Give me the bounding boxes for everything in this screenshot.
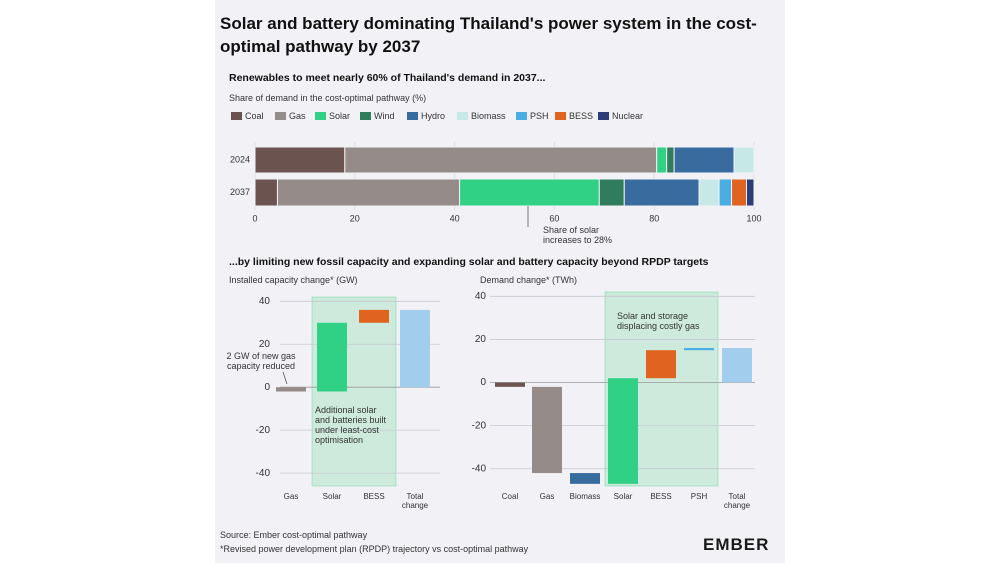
legend-swatch [457,112,468,120]
x-tick-label: Biomass [569,492,601,501]
legend-swatch [315,112,326,120]
x-tick-label: BESS [650,492,672,501]
legend-label: Wind [374,111,395,121]
y-tick-label: -20 [256,425,271,436]
x-tick-label: PSH [690,492,708,501]
bar [532,386,562,474]
legend-swatch [516,112,527,120]
y-tick-label: 0 [480,377,486,388]
legend-label: BESS [569,111,593,121]
card [215,0,785,563]
bar [646,350,676,379]
bar-segment [746,178,755,207]
legend-swatch [360,112,371,120]
bar [400,309,430,388]
legend-swatch [555,112,566,120]
bar-segment [459,178,600,207]
bar [317,322,347,392]
y-tick-label: 40 [259,296,271,307]
bar-segment [598,178,625,207]
y-tick-label: 2024 [230,154,250,164]
x-tick-label: Solar [322,492,342,501]
bar-segment [666,146,675,174]
x-tick-label: 80 [649,213,659,223]
legend-swatch [407,112,418,120]
bar [684,348,714,351]
y-tick-label: 0 [264,382,270,393]
title: Solar and battery dominating Thailand's … [220,14,757,56]
annotation: 2 GW of new gas capacity reduced [226,351,296,371]
bar-segment [344,146,658,174]
annotation-line [282,371,288,385]
y-tick-label: -40 [256,468,271,479]
bar-segment [731,178,748,207]
x-tick-label: 0 [252,213,257,223]
chart-title: Renewables to meet nearly 60% of Thailan… [229,72,546,84]
legend-label: Coal [245,111,264,121]
annotation: Share of solar increases to 28% [543,225,613,245]
bar-segment [698,178,720,207]
footnote: *Revised power development plan (RPDP) t… [220,544,529,554]
x-tick-label: 40 [450,213,460,223]
y-tick-label: 40 [475,291,487,302]
annotation: Solar and storage displacing costly gas [617,311,700,331]
x-tick-label: Solar [613,492,633,501]
legend-label: Hydro [421,111,445,121]
x-tick-label: 100 [746,213,761,223]
bar-segment [254,146,346,174]
axis-label: Share of demand in the cost-optimal path… [229,93,427,103]
chart-title: Demand change* (TWh) [480,275,578,285]
legend-label: Nuclear [612,111,643,121]
y-tick-label: 20 [259,339,271,350]
bar [276,387,306,392]
x-tick-label: 20 [350,213,360,223]
legend-label: PSH [530,111,549,121]
bar-segment [656,146,668,174]
section-heading: ...by limiting new fossil capacity and e… [229,256,709,268]
bar-segment [673,146,735,174]
bar [608,378,638,484]
x-tick-label: BESS [363,492,385,501]
legend-swatch [275,112,286,120]
logo: EMBER [703,535,770,554]
legend-label: Biomass [471,111,506,121]
x-tick-label: Gas [283,492,299,501]
bar [359,309,389,323]
x-tick-label: Coal [501,492,519,501]
bar [495,382,525,387]
x-tick-label: Total change [723,492,751,510]
source: Source: Ember cost-optimal pathway [220,530,368,540]
legend-swatch [598,112,609,120]
legend-label: Solar [329,111,350,121]
y-tick-label: -40 [472,463,487,474]
x-tick-label: Gas [539,492,555,501]
bar-segment [718,178,733,207]
bar-segment [733,146,755,174]
annotation: Additional solar and batteries built und… [315,405,387,445]
y-tick-label: -20 [472,420,487,431]
y-tick-label: 2037 [230,187,250,197]
x-tick-label: Total change [401,492,429,510]
bar [722,348,752,383]
bar-segment [623,178,700,207]
legend-swatch [231,112,242,120]
bar-segment [276,178,461,207]
x-tick-label: 60 [549,213,559,223]
y-tick-label: 20 [475,334,487,345]
bar-segment [254,178,278,207]
bar [570,473,600,484]
legend-label: Gas [289,111,306,121]
chart-title: Installed capacity change* (GW) [229,275,358,285]
